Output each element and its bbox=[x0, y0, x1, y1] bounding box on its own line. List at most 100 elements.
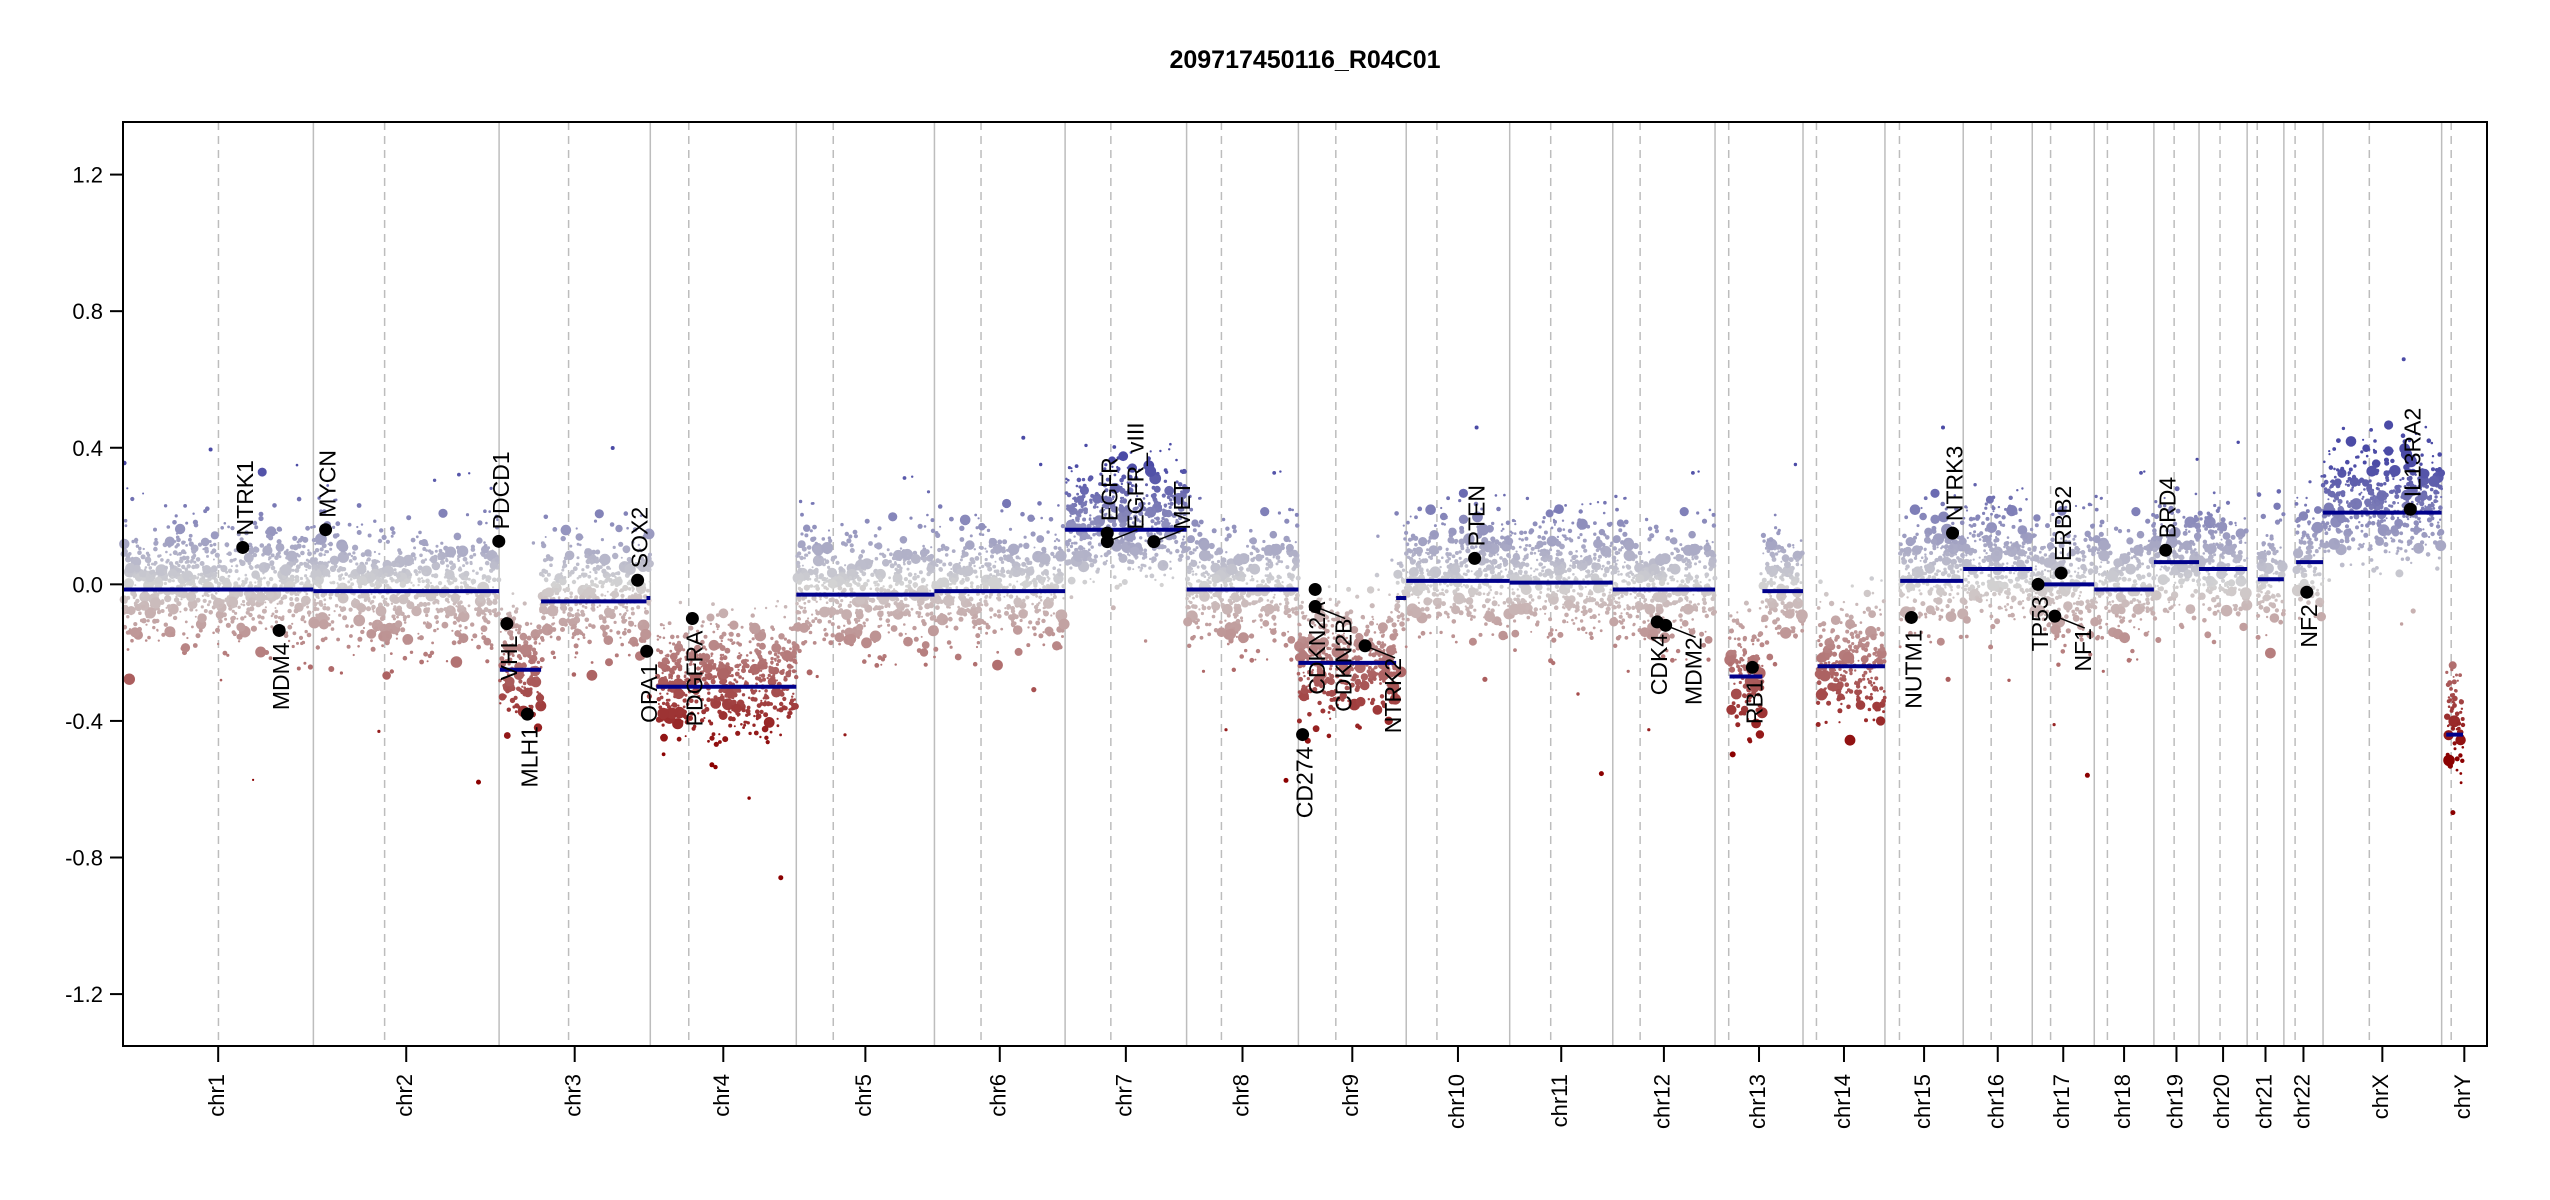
probe-point bbox=[944, 553, 949, 557]
probe-point bbox=[797, 579, 802, 585]
probe-point bbox=[185, 555, 190, 560]
probe-point bbox=[898, 632, 903, 637]
probe-point bbox=[130, 638, 134, 643]
probe-point bbox=[270, 565, 276, 571]
probe-point bbox=[873, 534, 878, 538]
probe-point bbox=[782, 696, 787, 702]
probe-point bbox=[458, 633, 469, 644]
probe-point bbox=[230, 565, 233, 568]
probe-point bbox=[1039, 599, 1043, 602]
probe-point bbox=[1015, 595, 1019, 598]
probe-point bbox=[1216, 603, 1219, 606]
probe-point bbox=[722, 736, 729, 743]
probe-point bbox=[492, 608, 497, 613]
probe-point bbox=[980, 603, 984, 607]
probe-point bbox=[926, 490, 931, 494]
probe-point bbox=[674, 714, 677, 718]
probe-point bbox=[353, 598, 357, 601]
probe-point bbox=[157, 639, 160, 642]
probe-point bbox=[591, 607, 596, 612]
probe-point bbox=[745, 654, 749, 657]
probe-point bbox=[212, 558, 215, 561]
probe-point bbox=[791, 695, 794, 698]
probe-point bbox=[188, 533, 193, 538]
probe-point bbox=[665, 701, 670, 707]
probe-point bbox=[1181, 545, 1187, 551]
probe-point bbox=[132, 592, 138, 598]
probe-point bbox=[1169, 560, 1172, 563]
probe-point bbox=[661, 701, 666, 706]
probe-point bbox=[602, 619, 607, 624]
probe-point bbox=[980, 564, 985, 569]
probe-point bbox=[797, 610, 802, 615]
probe-point bbox=[483, 637, 492, 646]
probe-point bbox=[1221, 517, 1226, 522]
probe-point bbox=[506, 707, 511, 712]
probe-point bbox=[574, 618, 577, 622]
probe-point bbox=[915, 610, 919, 615]
probe-point bbox=[764, 700, 767, 703]
probe-point bbox=[749, 651, 753, 655]
probe-point bbox=[843, 574, 848, 579]
probe-point bbox=[795, 601, 799, 606]
probe-point bbox=[786, 639, 792, 644]
probe-point bbox=[274, 607, 277, 609]
probe-point bbox=[776, 659, 781, 663]
probe-point bbox=[257, 582, 263, 588]
probe-point bbox=[237, 578, 240, 581]
probe-point bbox=[822, 637, 827, 642]
probe-point bbox=[403, 597, 408, 602]
probe-point bbox=[1048, 517, 1054, 522]
probe-point bbox=[1027, 596, 1030, 599]
probe-point bbox=[844, 564, 847, 567]
probe-point bbox=[1046, 601, 1051, 606]
probe-point bbox=[731, 716, 736, 722]
probe-point bbox=[978, 552, 982, 556]
probe-point bbox=[818, 555, 822, 559]
probe-point bbox=[276, 602, 279, 606]
probe-point bbox=[467, 604, 471, 608]
probe-point bbox=[347, 580, 351, 584]
probe-point bbox=[821, 542, 834, 554]
probe-point bbox=[457, 567, 463, 572]
probe-point bbox=[906, 554, 909, 557]
probe-point bbox=[796, 627, 799, 630]
probe-point bbox=[807, 599, 811, 604]
probe-point bbox=[379, 579, 382, 582]
probe-point bbox=[1260, 554, 1265, 559]
probe-point bbox=[1037, 501, 1042, 506]
probe-point bbox=[382, 671, 391, 680]
probe-point bbox=[1154, 552, 1159, 557]
probe-point bbox=[273, 614, 278, 619]
probe-point bbox=[1081, 477, 1086, 482]
probe-point bbox=[855, 611, 861, 616]
probe-point bbox=[254, 550, 257, 553]
probe-point bbox=[377, 729, 381, 734]
probe-point bbox=[989, 616, 993, 619]
probe-point bbox=[627, 653, 631, 657]
probe-point bbox=[1005, 569, 1011, 575]
probe-point bbox=[888, 576, 891, 580]
probe-point bbox=[312, 525, 316, 529]
probe-point bbox=[1224, 728, 1228, 732]
probe-point bbox=[1038, 633, 1044, 639]
probe-point bbox=[882, 561, 885, 565]
probe-point bbox=[1149, 557, 1152, 561]
probe-point bbox=[853, 577, 856, 580]
probe-point bbox=[1149, 573, 1155, 579]
probe-point bbox=[417, 583, 420, 587]
probe-point bbox=[1182, 468, 1187, 473]
probe-point bbox=[594, 577, 598, 581]
probe-point bbox=[846, 569, 858, 581]
probe-point bbox=[960, 555, 964, 559]
probe-point bbox=[455, 605, 458, 608]
probe-point bbox=[553, 622, 556, 625]
probe-point bbox=[796, 564, 801, 569]
probe-point bbox=[1254, 658, 1257, 661]
probe-point bbox=[189, 560, 193, 564]
probe-point bbox=[767, 673, 771, 678]
probe-point bbox=[254, 525, 259, 530]
probe-point bbox=[1144, 574, 1149, 578]
probe-point bbox=[756, 652, 762, 657]
probe-point bbox=[469, 554, 474, 560]
